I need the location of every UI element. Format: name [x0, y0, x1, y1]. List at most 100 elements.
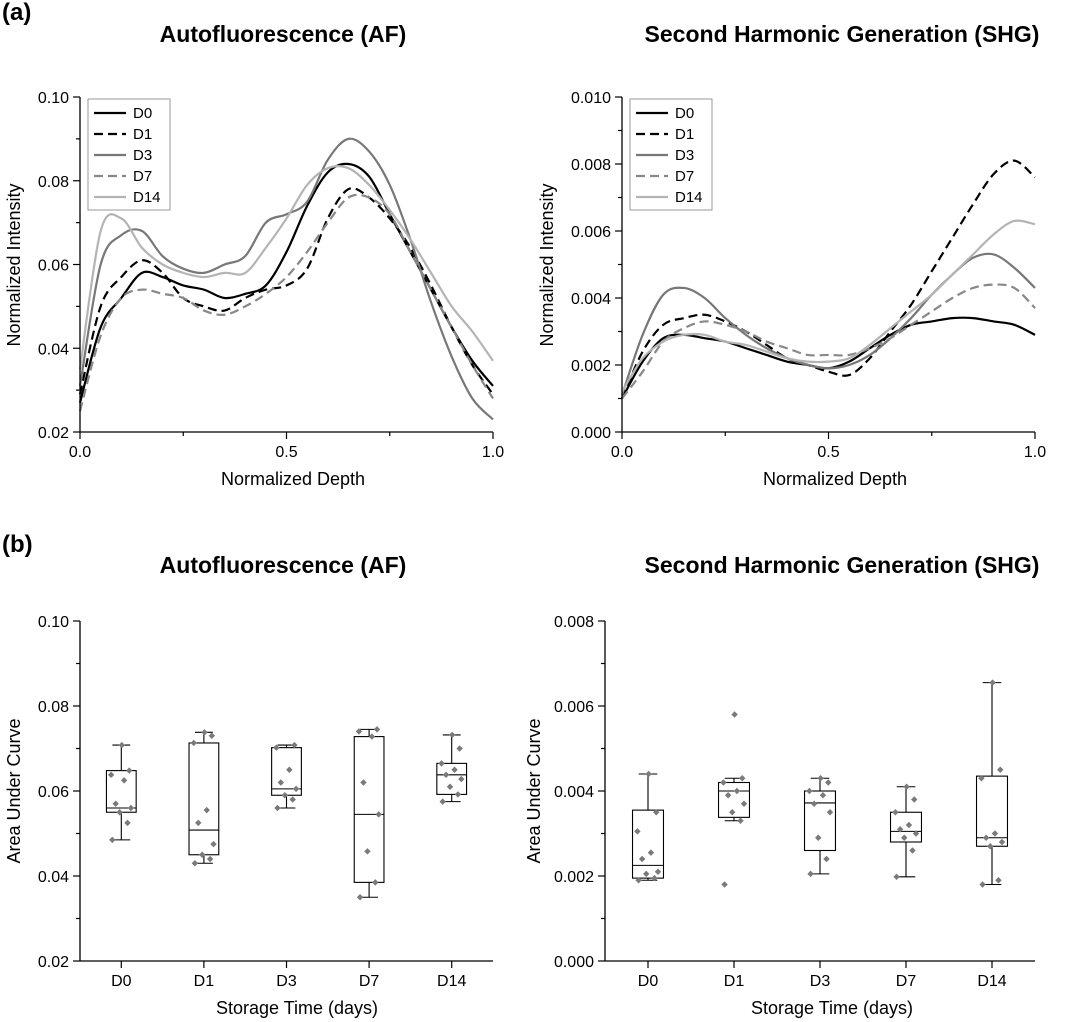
data-point	[737, 817, 744, 824]
data-point	[991, 830, 999, 837]
data-point	[896, 826, 904, 833]
series-line-d14	[621, 219, 1036, 393]
y-tick-label: 0.010	[571, 90, 611, 107]
data-point	[454, 791, 462, 798]
y-axis-label: Area Under Curve	[4, 718, 24, 863]
data-point	[823, 855, 830, 863]
box-d14	[436, 731, 468, 805]
legend-label-d0: D0	[133, 105, 152, 122]
x-tick-label-d7: D7	[896, 973, 917, 990]
data-point	[451, 766, 458, 773]
data-point	[438, 760, 445, 767]
data-point	[810, 800, 818, 807]
data-point	[458, 775, 465, 783]
data-point	[892, 809, 899, 816]
y-tick-label: 0.002	[571, 358, 611, 375]
data-point	[826, 809, 834, 816]
data-point	[979, 881, 986, 888]
data-point	[109, 836, 116, 844]
x-axis-label: Storage Time (days)	[751, 998, 913, 1018]
y-tick-label: 0.000	[571, 425, 611, 442]
data-point	[442, 771, 450, 779]
data-point	[372, 879, 379, 886]
y-tick-label: 0.008	[554, 614, 594, 631]
legend-label-d3: D3	[133, 147, 152, 164]
y-axis-label: Area Under Curve	[524, 718, 544, 863]
data-point	[740, 800, 748, 807]
legend-label-d7: D7	[133, 168, 152, 185]
x-tick-label-d0: D0	[111, 973, 132, 990]
box-d7	[889, 783, 923, 881]
data-point	[191, 860, 199, 867]
chart-title: Autofluorescence (AF)	[160, 552, 407, 578]
y-tick-label: 0.08	[38, 174, 69, 191]
data-point	[126, 767, 133, 774]
box-d3	[271, 741, 302, 812]
y-tick-label: 0.08	[38, 699, 69, 716]
data-point	[355, 728, 363, 735]
data-point	[273, 744, 280, 751]
data-point	[439, 798, 446, 805]
data-point	[286, 766, 293, 773]
series-line-d0	[621, 316, 1036, 400]
data-point	[978, 775, 985, 782]
series-line-d0	[78, 162, 494, 403]
x-axis-label: Storage Time (days)	[216, 998, 378, 1018]
data-point	[739, 775, 746, 782]
data-point	[909, 847, 916, 854]
data-point	[998, 838, 1006, 846]
box-iqr	[353, 736, 385, 883]
data-point	[645, 770, 652, 778]
data-point	[729, 809, 736, 816]
box-d0	[631, 770, 665, 884]
box-iqr	[975, 775, 1009, 847]
series-line-d1	[620, 159, 1036, 399]
box-iqr	[631, 809, 665, 879]
x-tick-label: 1.0	[482, 444, 504, 461]
data-point	[635, 877, 642, 884]
legend: D0 D1 D3 D7 D14	[629, 98, 713, 211]
data-point	[210, 840, 217, 848]
y-tick-label: 0.008	[571, 157, 611, 174]
data-point	[449, 731, 456, 739]
data-point	[292, 785, 300, 793]
data-point	[995, 877, 1002, 884]
box-d7	[353, 726, 385, 901]
af-auc-boxplot-chart: Autofluorescence (AF) Storage Time (days…	[4, 552, 493, 1018]
data-point	[721, 881, 728, 888]
data-point	[203, 806, 210, 814]
series-line-d1	[78, 187, 494, 395]
y-tick-label: 0.004	[571, 291, 611, 308]
data-point	[653, 809, 660, 816]
data-point	[364, 848, 371, 855]
x-tick-label-d0: D0	[638, 973, 659, 990]
data-point	[375, 811, 382, 818]
data-point	[634, 828, 641, 835]
series-line-d7	[621, 283, 1036, 400]
data-point	[997, 766, 1004, 773]
data-point	[638, 855, 646, 863]
y-tick-label: 0.04	[38, 341, 69, 358]
shg-intensity-profile-chart: Second Harmonic Generation (SHG) Normali…	[537, 21, 1046, 489]
panel-label-b: (b)	[2, 531, 33, 558]
data-point	[124, 819, 131, 827]
y-tick-label: 0.06	[38, 784, 69, 801]
data-point	[107, 771, 115, 779]
panel-label-a: (a)	[2, 0, 31, 26]
data-point	[127, 804, 135, 812]
chart-title: Second Harmonic Generation (SHG)	[645, 552, 1040, 578]
data-point	[120, 777, 128, 784]
box-iqr	[803, 790, 837, 852]
data-point	[291, 741, 298, 749]
data-point	[199, 851, 206, 858]
x-tick-label-d7: D7	[359, 973, 380, 990]
y-tick-label: 0.10	[38, 90, 69, 107]
box-d0	[105, 741, 137, 844]
x-tick-label-d14: D14	[437, 973, 466, 990]
af-intensity-profile-chart: Autofluorescence (AF) Normalized Depth N…	[4, 21, 504, 489]
x-tick-label-d14: D14	[977, 973, 1006, 990]
data-point	[815, 834, 822, 841]
data-point	[112, 800, 119, 807]
data-point	[731, 711, 738, 718]
series-line-d7	[78, 193, 494, 412]
